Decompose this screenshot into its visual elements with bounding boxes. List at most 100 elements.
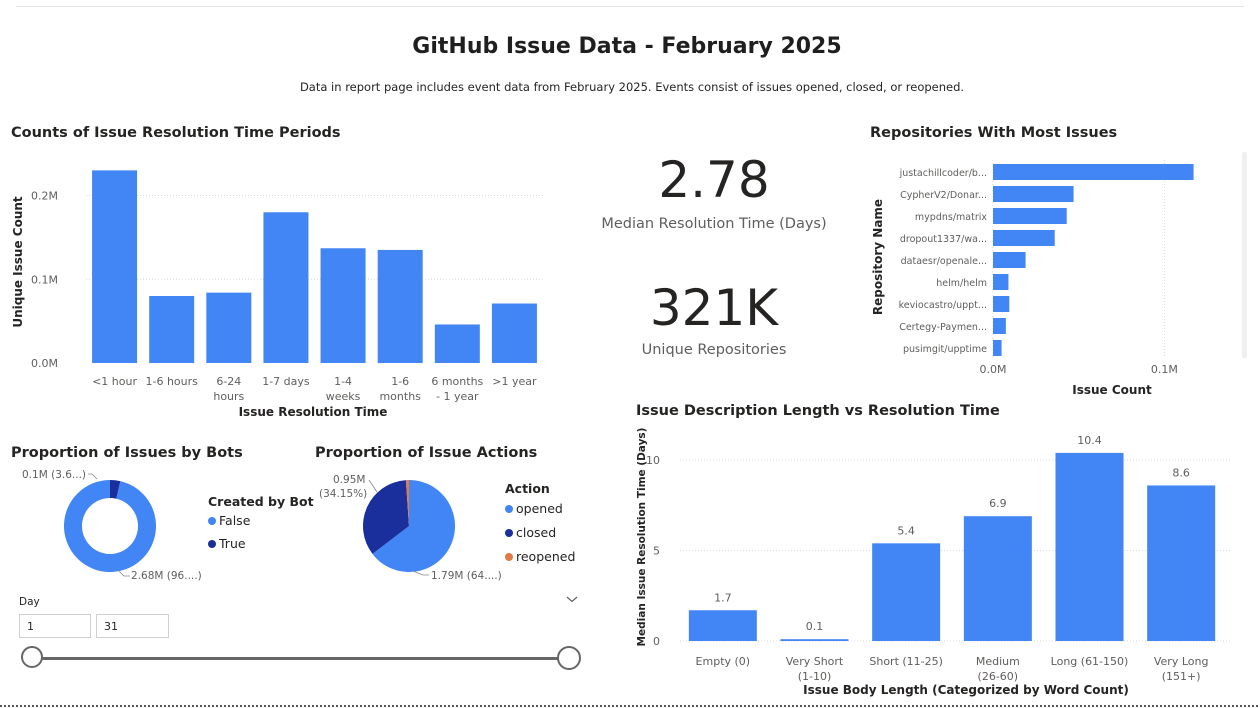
y-tick-label: 0.1M xyxy=(31,273,58,286)
x-tick-label: (1-10) xyxy=(798,670,832,683)
x-tick-label: - 1 year xyxy=(436,390,479,403)
repo-bar[interactable] xyxy=(993,208,1067,224)
unique-repos-kpi-label: Unique Repositories xyxy=(641,342,787,358)
day-slider-max-handle[interactable] xyxy=(557,646,581,670)
median-resolution-kpi-value: 2.78 xyxy=(658,151,770,209)
desc-bar[interactable] xyxy=(1055,452,1124,641)
y-axis-title: Median Issue Resolution Time (Days) xyxy=(636,428,648,647)
page-subtitle: Data in report page includes event data … xyxy=(299,80,965,94)
x-tick-label: Long (61-150) xyxy=(1051,655,1129,668)
leader-line xyxy=(412,570,429,576)
x-tick-label: 1-4 xyxy=(334,375,352,388)
bots-donut-chart[interactable]: 2.68M (96....) 0.1M (3.6...) xyxy=(0,462,205,592)
resolution-bar[interactable] xyxy=(377,249,423,363)
resolution-bar[interactable] xyxy=(206,292,252,363)
resolution-bar[interactable] xyxy=(491,303,537,363)
resolution-bar[interactable] xyxy=(263,212,309,363)
day-slider-min-handle[interactable] xyxy=(21,646,43,668)
repo-bar[interactable] xyxy=(993,252,1026,268)
x-tick-label: Very Long xyxy=(1154,655,1209,668)
leader-line xyxy=(368,479,378,493)
day-min-input[interactable]: 1 xyxy=(19,614,91,638)
x-tick-label: (26-60) xyxy=(978,670,1019,683)
legend-label: True xyxy=(219,536,246,551)
repo-name-label: keviocastro/uppt... xyxy=(899,300,987,311)
bots-slice-true[interactable] xyxy=(110,480,121,499)
repo-name-label: Certegy-Paymen... xyxy=(899,322,987,333)
x-tick-label: 6-24 xyxy=(216,375,241,388)
resolution-bar[interactable] xyxy=(92,170,138,363)
repo-bar[interactable] xyxy=(993,230,1055,246)
repo-name-label: dropout1337/wa... xyxy=(900,234,987,245)
repo-bar[interactable] xyxy=(993,340,1002,356)
desc-length-bar-chart[interactable]: 0 5 10 1.7 Empty (0) 0.1 Very Short (1-10) 5.4 Sh… xyxy=(625,425,1235,700)
bots-legend-title: Created by Bot xyxy=(208,494,314,509)
actions-chart-title: Proportion of Issue Actions xyxy=(315,445,538,461)
repo-name-label: helm/helm xyxy=(936,278,987,289)
chevron-down-icon[interactable] xyxy=(565,594,579,604)
y-axis-title: Repository Name xyxy=(871,199,885,315)
data-label: 10.4 xyxy=(1077,434,1102,447)
desc-bar[interactable] xyxy=(963,516,1032,641)
desc-bar[interactable] xyxy=(688,610,757,641)
actions-slice-reopened[interactable] xyxy=(405,480,409,526)
x-tick-label: months xyxy=(379,390,421,403)
bots-data-label-true: 0.1M (3.6...) xyxy=(22,469,86,481)
actions-slice-opened[interactable] xyxy=(372,480,455,572)
repos-bar-chart[interactable]: 0.0M 0.1M justachillcoder/b... CypherV2/Don… xyxy=(860,150,1240,400)
day-slicer-label: Day xyxy=(19,596,40,608)
legend-item-opened[interactable]: opened xyxy=(505,501,575,516)
x-tick-label: >1 year xyxy=(492,375,537,388)
x-tick-label: <1 hour xyxy=(92,375,137,388)
repo-bar[interactable] xyxy=(993,164,1194,180)
repo-name-label: justachillcoder/b... xyxy=(899,168,987,179)
resolution-bar[interactable] xyxy=(149,296,195,363)
unique-repos-kpi-value: 321K xyxy=(649,279,779,337)
bots-chart-title: Proportion of Issues by Bots xyxy=(11,445,243,461)
bots-data-label-false: 2.68M (96....) xyxy=(131,570,202,582)
y-tick-label: 0.0M xyxy=(31,357,58,370)
day-slider-track[interactable] xyxy=(34,657,569,660)
x-axis-title: Issue Body Length (Categorized by Word C… xyxy=(803,683,1129,697)
x-tick-label: Very Short xyxy=(786,655,844,668)
legend-dot-icon xyxy=(505,528,513,537)
x-tick-label: 0.1M xyxy=(1151,363,1178,376)
x-tick-label: weeks xyxy=(326,390,361,403)
repo-bar[interactable] xyxy=(993,296,1010,312)
legend-dot-icon xyxy=(208,539,216,548)
legend-item-true[interactable]: True xyxy=(208,536,314,551)
legend-item-closed[interactable]: closed xyxy=(505,525,575,540)
resolution-bar-chart[interactable]: 0.0M 0.1M 0.2M <1 hour 1-6 hours 6-24 hours 1-7… xyxy=(0,150,560,425)
repo-bar[interactable] xyxy=(993,274,1009,290)
y-tick-label: 0.2M xyxy=(31,190,58,203)
median-resolution-kpi-label: Median Resolution Time (Days) xyxy=(601,216,827,232)
actions-legend-title: Action xyxy=(505,481,550,496)
x-tick-label: 1-6 xyxy=(391,375,409,388)
legend-item-reopened[interactable]: reopened xyxy=(505,549,575,564)
y-tick-label: 10 xyxy=(646,454,660,467)
repo-bar[interactable] xyxy=(993,186,1074,202)
x-tick-label: 1-7 days xyxy=(262,375,310,388)
desc-bar[interactable] xyxy=(872,543,941,641)
legend-item-false[interactable]: False xyxy=(208,513,314,528)
actions-pie-chart[interactable]: 1.79M (64....) 0.95M (34.15%) xyxy=(300,462,510,592)
y-tick-label: 0 xyxy=(653,635,660,648)
day-max-input[interactable]: 31 xyxy=(96,614,169,638)
legend-dot-icon xyxy=(505,504,513,513)
desc-bar[interactable] xyxy=(780,639,849,641)
actions-slice-closed[interactable] xyxy=(363,480,409,554)
repo-bar[interactable] xyxy=(993,318,1006,334)
desc-bar[interactable] xyxy=(1147,485,1216,641)
actions-legend: Action opened closed reopened xyxy=(505,481,575,564)
legend-label: closed xyxy=(516,525,557,540)
x-axis-title: Issue Count xyxy=(1072,383,1152,397)
actions-data-label-opened: 1.79M (64....) xyxy=(431,570,502,582)
resolution-bar[interactable] xyxy=(320,248,366,363)
resolution-bar[interactable] xyxy=(434,324,480,363)
repos-scrollbar[interactable] xyxy=(1242,152,1247,358)
legend-dot-icon xyxy=(208,516,216,525)
bots-slice-false[interactable] xyxy=(63,480,156,572)
data-label: 6.9 xyxy=(989,497,1007,510)
repo-name-label: CypherV2/Donar... xyxy=(900,190,987,201)
